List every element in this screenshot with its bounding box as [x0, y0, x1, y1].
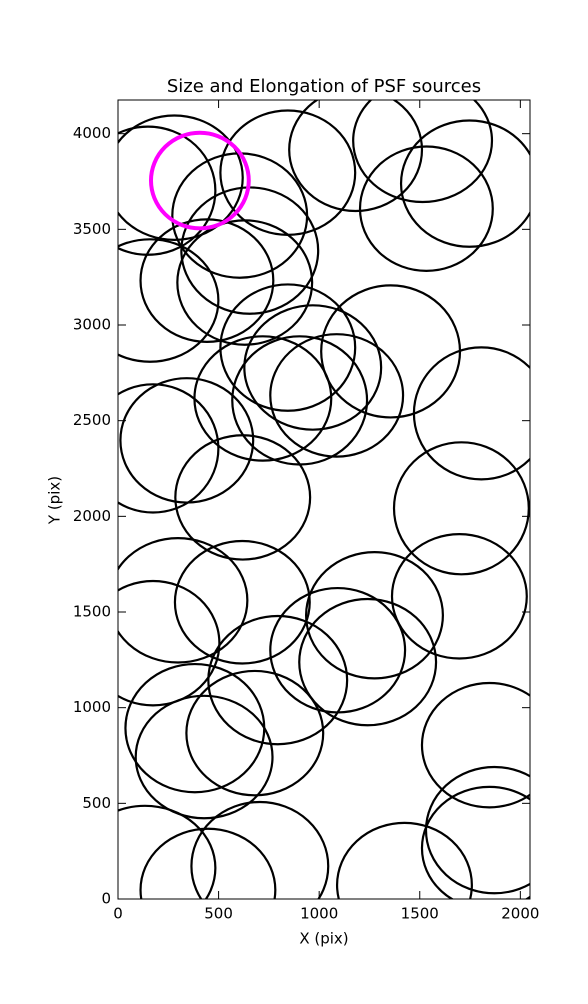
- plot-area: [118, 100, 530, 899]
- psf-ellipse: [358, 145, 494, 272]
- psf-ellipse: [118, 383, 220, 514]
- psf-ellipse: [420, 681, 530, 809]
- psf-ellipse: [420, 785, 530, 899]
- y-tick-label: 1000: [73, 698, 111, 716]
- psf-ellipse: [335, 821, 473, 899]
- psf-ellipse: [185, 669, 325, 797]
- psf-ellipse: [207, 614, 349, 746]
- x-tick-label: 1000: [300, 905, 338, 923]
- psf-ellipse: [118, 537, 249, 664]
- y-tick-label: 0: [101, 890, 111, 908]
- psf-ellipse: [288, 100, 424, 213]
- psf-ellipse: [352, 100, 494, 204]
- psf-ellipse: [118, 114, 244, 241]
- psf-ellipse: [219, 283, 357, 412]
- psf-ellipse: [243, 304, 383, 431]
- psf-ellipse: [148, 130, 251, 231]
- psf-ellipse: [118, 579, 221, 707]
- psf-ellipse: [390, 533, 528, 660]
- x-tick-label: 500: [204, 905, 233, 923]
- psf-ellipse: [118, 125, 217, 256]
- chart-title: Size and Elongation of PSF sources: [167, 76, 481, 97]
- psf-ellipse: [139, 218, 275, 343]
- psf-ellipse: [298, 597, 438, 727]
- psf-ellipse: [424, 765, 530, 895]
- psf-ellipse: [412, 346, 530, 481]
- y-tick-label: 3000: [73, 316, 111, 334]
- psf-ellipse: [399, 119, 530, 248]
- y-axis-label: Y (pix): [46, 476, 64, 525]
- y-tick-label: 1500: [73, 603, 111, 621]
- psf-ellipse: [392, 441, 530, 576]
- y-tick-label: 4000: [73, 124, 111, 142]
- psf-ellipse: [174, 434, 312, 561]
- x-tick-label: 2000: [501, 905, 539, 923]
- y-tick-label: 2000: [73, 507, 111, 525]
- x-tick-label: 1500: [401, 905, 439, 923]
- x-tick-label: 0: [113, 905, 123, 923]
- psf-ellipse: [269, 333, 405, 458]
- x-axis-label: X (pix): [299, 930, 348, 948]
- psf-ellipse: [118, 804, 217, 899]
- psf-ellipse: [134, 694, 274, 820]
- psf-ellipse: [304, 551, 444, 680]
- y-tick-label: 2500: [73, 411, 111, 429]
- axes-frame: [117, 99, 531, 900]
- psf-ellipse: [139, 827, 277, 899]
- psf-ellipse: [190, 800, 330, 899]
- y-tick-label: 500: [82, 794, 111, 812]
- psf-ellipse: [173, 539, 311, 665]
- y-tick-label: 3500: [73, 220, 111, 238]
- psf-ellipse: [176, 219, 314, 346]
- psf-ellipse: [118, 238, 220, 363]
